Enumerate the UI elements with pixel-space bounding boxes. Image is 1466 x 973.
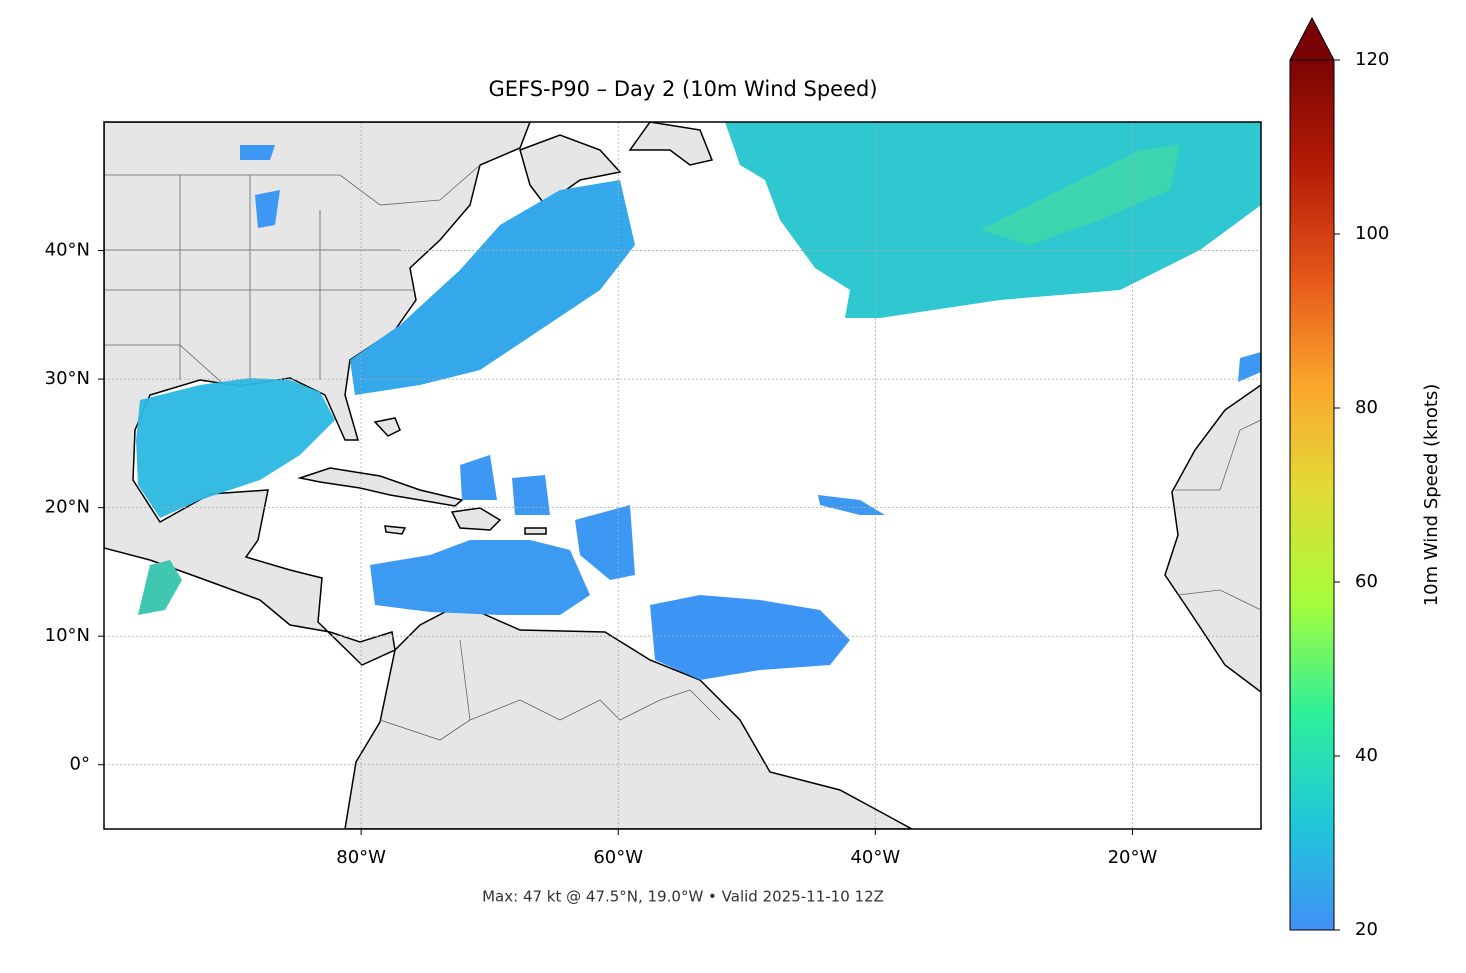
map-area bbox=[104, 122, 1261, 829]
wind-pacific-mexico bbox=[138, 560, 182, 615]
us-canada-border bbox=[104, 164, 481, 206]
map-frame bbox=[103, 121, 1262, 830]
north-america bbox=[104, 122, 531, 666]
sa-borders bbox=[379, 639, 721, 741]
jamaica bbox=[384, 525, 407, 535]
colorbar-tick-label: 40 bbox=[1355, 745, 1378, 766]
colorbar-tick-label: 60 bbox=[1355, 571, 1378, 592]
africa-borders bbox=[1175, 419, 1261, 611]
lat-tick-label: 10°N bbox=[45, 625, 90, 646]
wind-field bbox=[136, 122, 1261, 680]
lat-tick-label: 0° bbox=[70, 754, 90, 775]
borders bbox=[104, 164, 1261, 741]
wind-us-coast bbox=[350, 180, 635, 395]
lon-tick-label: 80°W bbox=[336, 847, 386, 868]
colorbar-tick-label: 20 bbox=[1355, 919, 1378, 940]
puerto-rico bbox=[524, 527, 547, 535]
gridlines bbox=[104, 122, 1261, 829]
lon-tick-label: 20°W bbox=[1108, 847, 1158, 868]
colorbar-tick-label: 120 bbox=[1355, 49, 1389, 70]
lat-tick-label: 30°N bbox=[45, 368, 90, 389]
cuba bbox=[297, 467, 464, 507]
lon-tick-label: 60°W bbox=[593, 847, 643, 868]
nova-scotia bbox=[519, 134, 622, 207]
map-title: GEFS-P90 – Day 2 (10m Wind Speed) bbox=[488, 77, 877, 101]
wind-tropical bbox=[650, 595, 850, 680]
colorbar-bar bbox=[1289, 59, 1335, 931]
wind-caribbean bbox=[370, 540, 590, 615]
lat-tick-label: 40°N bbox=[45, 240, 90, 261]
map-ticks: 80°W 60°W 40°W 20°W 0° 10°N 20°N 30°N 40°N bbox=[45, 240, 1158, 868]
wind-max-core bbox=[980, 145, 1180, 245]
bahamas bbox=[373, 417, 401, 437]
wind-antilles bbox=[575, 505, 635, 580]
colorbar-extension bbox=[1289, 16, 1335, 61]
lon-tick-label: 40°W bbox=[850, 847, 900, 868]
wind-bahamas bbox=[460, 455, 550, 515]
hispaniola bbox=[450, 507, 502, 531]
lat-tick-label: 20°N bbox=[45, 497, 90, 518]
newfoundland bbox=[628, 122, 714, 166]
wind-gulf bbox=[136, 378, 335, 518]
colorbar-tick-label: 100 bbox=[1355, 223, 1389, 244]
land bbox=[104, 122, 1261, 829]
colorbar: 20 40 60 80 100 120 bbox=[1289, 16, 1389, 940]
africa bbox=[1164, 384, 1261, 693]
state-lines bbox=[104, 175, 415, 385]
footer: Max: 47 kt @ 47.5°N, 19.0°W • Valid 2025… bbox=[482, 888, 884, 906]
colorbar-label: 10m Wind Speed (knots) bbox=[1421, 384, 1442, 607]
colorbar-tick-label: 80 bbox=[1355, 397, 1378, 418]
